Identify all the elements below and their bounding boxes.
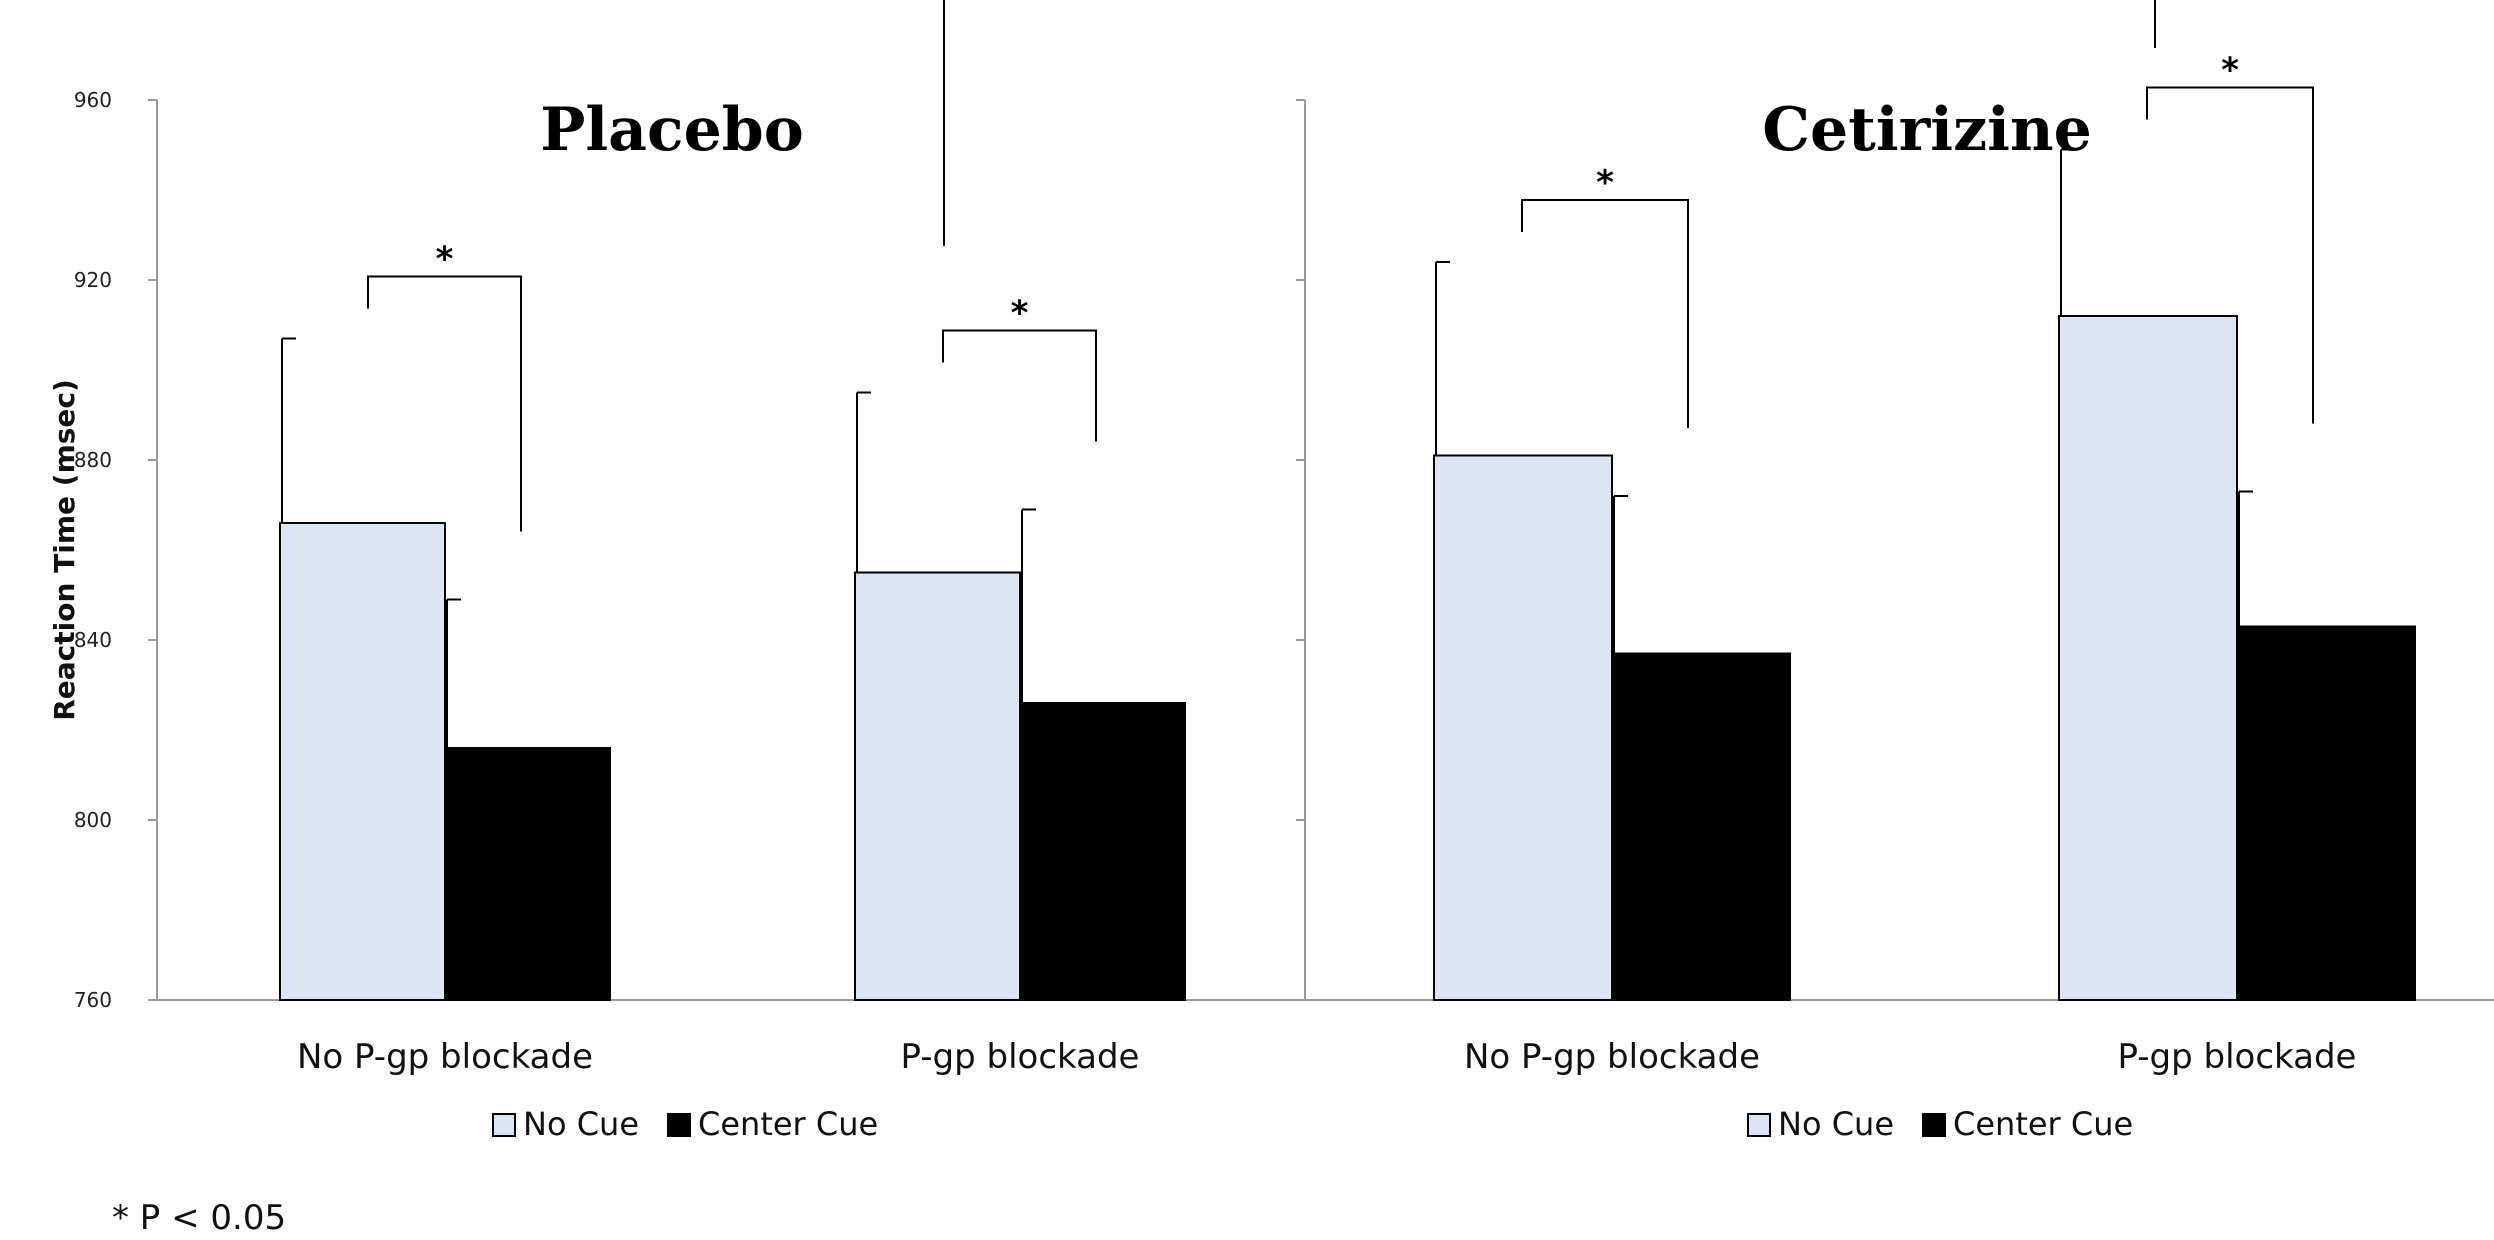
bar-center-cue [444,747,611,1001]
bar-center-cue [2236,625,2416,1001]
significance-star: * [2221,51,2239,91]
panel-title: Placebo [540,95,803,165]
legend-label-no-cue: No Cue [523,1105,639,1143]
x-category-label: P-gp blockade [2118,1037,2357,1077]
significance-bracket [1521,199,1689,428]
text-layer: 760 800 840 880 920 960 Reaction Time (msec) Pl… [48,51,2356,1144]
significance-footnote: * P < 0.05 [112,1198,287,1238]
bars-layer [279,86,2416,1001]
y-tick-label: 840 [74,628,112,652]
x-category-label: P-gp blockade [901,1037,1140,1077]
bar-no-cue [279,522,446,1001]
y-tick-label: 760 [74,988,112,1012]
legend-swatch-no-cue [492,1113,516,1137]
legend-label-center-cue: Center Cue [698,1105,878,1143]
x-category-label: No P-gp blockade [297,1037,593,1077]
bar-no-cue [854,571,1021,1001]
significance-star: * [436,240,454,280]
legend-swatch-no-cue [1747,1113,1771,1137]
y-axis-label: Reaction Time (msec) [48,379,81,721]
bar-no-cue [2058,315,2238,1001]
significance-bracket [942,329,1097,442]
legend-label-center-cue: Center Cue [1953,1105,2133,1143]
x-category-label: No P-gp blockade [1464,1037,1760,1077]
bar-center-cue [1611,652,1791,1001]
legend-swatch-center-cue [1922,1113,1946,1137]
legend-swatch-center-cue [667,1113,691,1137]
panel-title: Cetirizine [1762,95,2092,165]
bar-no-cue [1433,454,1613,1001]
significance-bracket [367,275,522,532]
significance-bracket [2146,86,2314,424]
significance-star: * [1011,294,1029,334]
significance-star: * [1596,163,1614,203]
y-tick-label: 880 [74,448,112,472]
y-tick-label: 800 [74,808,112,832]
bar-center-cue [1019,702,1186,1001]
legend-label-no-cue: No Cue [1778,1105,1894,1143]
y-tick-label: 920 [74,268,112,292]
y-tick-label: 960 [74,88,112,112]
